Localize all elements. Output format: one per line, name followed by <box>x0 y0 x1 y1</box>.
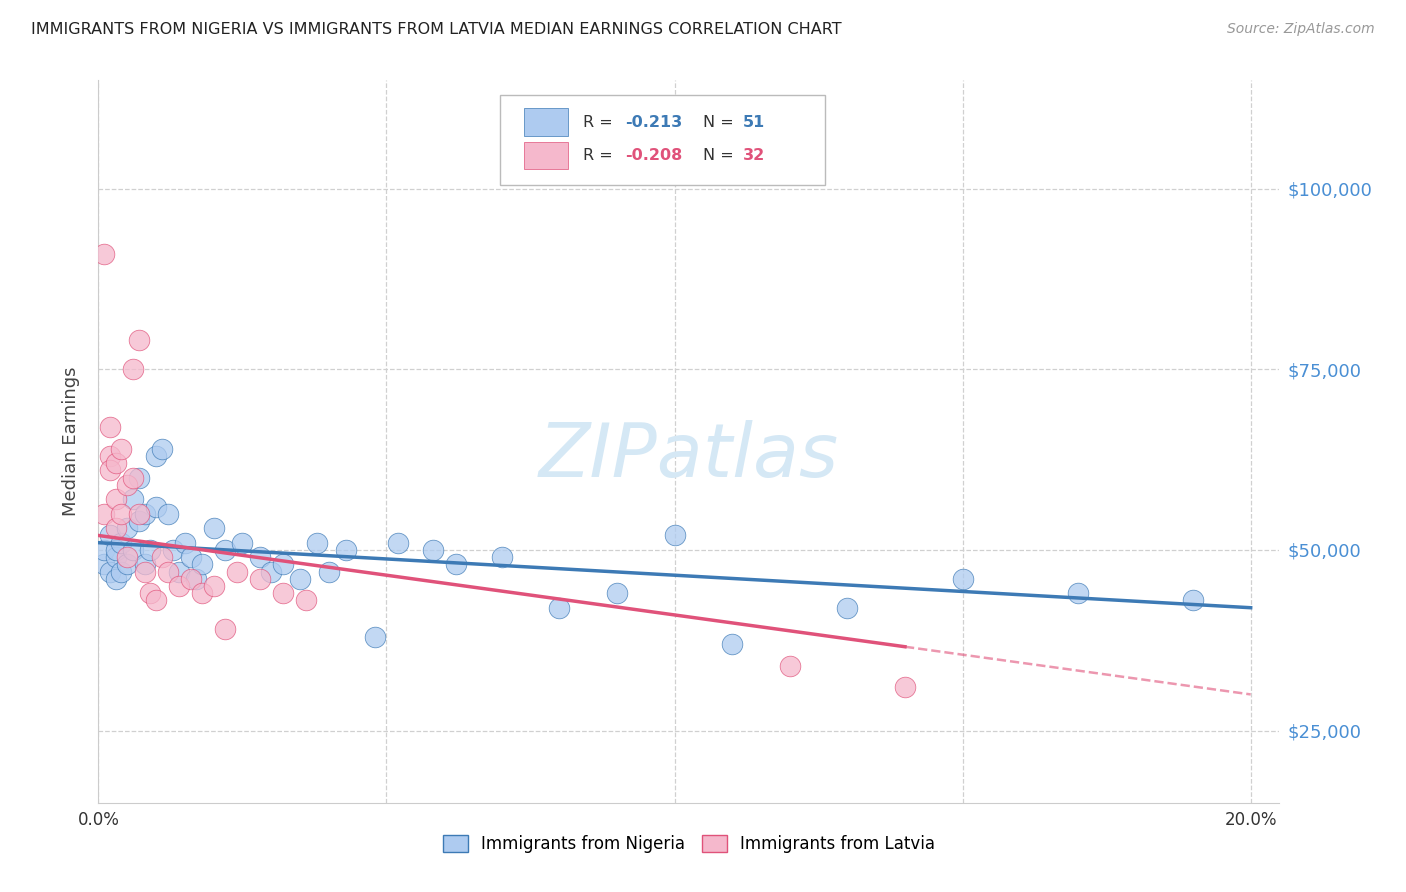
Point <box>249 550 271 565</box>
FancyBboxPatch shape <box>523 142 568 169</box>
Point <box>186 572 208 586</box>
Point <box>173 535 195 549</box>
Point <box>162 542 184 557</box>
Point <box>115 478 138 492</box>
Point <box>104 521 127 535</box>
Point <box>98 528 121 542</box>
Point <box>145 593 167 607</box>
Point <box>110 535 132 549</box>
Point <box>202 521 225 535</box>
Text: Source: ZipAtlas.com: Source: ZipAtlas.com <box>1227 22 1375 37</box>
Point <box>156 507 179 521</box>
Point <box>98 420 121 434</box>
Text: N =: N = <box>703 115 740 129</box>
Text: 51: 51 <box>744 115 765 129</box>
Point <box>93 542 115 557</box>
Point <box>104 550 127 565</box>
Point <box>128 514 150 528</box>
Point <box>122 362 145 376</box>
Point <box>128 507 150 521</box>
Point <box>139 542 162 557</box>
Text: R =: R = <box>582 115 617 129</box>
Point <box>180 572 202 586</box>
Point <box>115 521 138 535</box>
Point <box>167 565 190 579</box>
Point <box>150 550 173 565</box>
Point <box>134 558 156 572</box>
Point <box>271 558 294 572</box>
Point <box>271 586 294 600</box>
Legend: Immigrants from Nigeria, Immigrants from Latvia: Immigrants from Nigeria, Immigrants from… <box>436 828 942 860</box>
Point <box>134 565 156 579</box>
Point <box>837 600 859 615</box>
Point <box>98 463 121 477</box>
Point <box>115 558 138 572</box>
Point <box>93 507 115 521</box>
Point <box>122 470 145 484</box>
Point <box>387 535 409 549</box>
Y-axis label: Median Earnings: Median Earnings <box>62 367 80 516</box>
Point <box>779 658 801 673</box>
Point <box>894 680 917 694</box>
Point <box>150 442 173 456</box>
Point <box>191 558 214 572</box>
Point <box>288 572 311 586</box>
Point <box>231 535 253 549</box>
Point <box>249 572 271 586</box>
FancyBboxPatch shape <box>523 109 568 136</box>
Point <box>548 600 571 615</box>
Point <box>295 593 318 607</box>
Point <box>128 470 150 484</box>
Point <box>156 565 179 579</box>
Text: ZIPatlas: ZIPatlas <box>538 420 839 492</box>
Point <box>202 579 225 593</box>
Point <box>122 492 145 507</box>
Point <box>104 572 127 586</box>
Point <box>98 565 121 579</box>
Text: R =: R = <box>582 148 617 163</box>
Point <box>318 565 340 579</box>
Point <box>104 492 127 507</box>
Point <box>93 558 115 572</box>
Point <box>1182 593 1205 607</box>
Point <box>134 507 156 521</box>
Point <box>664 528 686 542</box>
Point <box>167 579 190 593</box>
Point <box>214 542 236 557</box>
Point <box>128 334 150 348</box>
Point <box>122 542 145 557</box>
Point <box>214 623 236 637</box>
Point <box>145 500 167 514</box>
FancyBboxPatch shape <box>501 95 825 185</box>
Point <box>98 449 121 463</box>
Text: IMMIGRANTS FROM NIGERIA VS IMMIGRANTS FROM LATVIA MEDIAN EARNINGS CORRELATION CH: IMMIGRANTS FROM NIGERIA VS IMMIGRANTS FR… <box>31 22 842 37</box>
Text: -0.213: -0.213 <box>626 115 682 129</box>
Point <box>104 542 127 557</box>
Point <box>110 442 132 456</box>
Point <box>1067 586 1090 600</box>
Point <box>364 630 387 644</box>
Point <box>191 586 214 600</box>
Text: -0.208: -0.208 <box>626 148 682 163</box>
Point <box>180 550 202 565</box>
Point <box>335 542 357 557</box>
Point <box>307 535 329 549</box>
Point <box>225 565 247 579</box>
Point <box>145 449 167 463</box>
Point <box>110 565 132 579</box>
Point <box>104 456 127 470</box>
Point <box>93 246 115 260</box>
Point <box>115 550 138 565</box>
Point <box>721 637 744 651</box>
Point <box>139 586 162 600</box>
Point <box>422 542 444 557</box>
Point <box>260 565 283 579</box>
Point <box>491 550 513 565</box>
Text: N =: N = <box>703 148 740 163</box>
Point <box>952 572 974 586</box>
Point <box>444 558 467 572</box>
Text: 32: 32 <box>744 148 765 163</box>
Point <box>110 507 132 521</box>
Point <box>606 586 628 600</box>
